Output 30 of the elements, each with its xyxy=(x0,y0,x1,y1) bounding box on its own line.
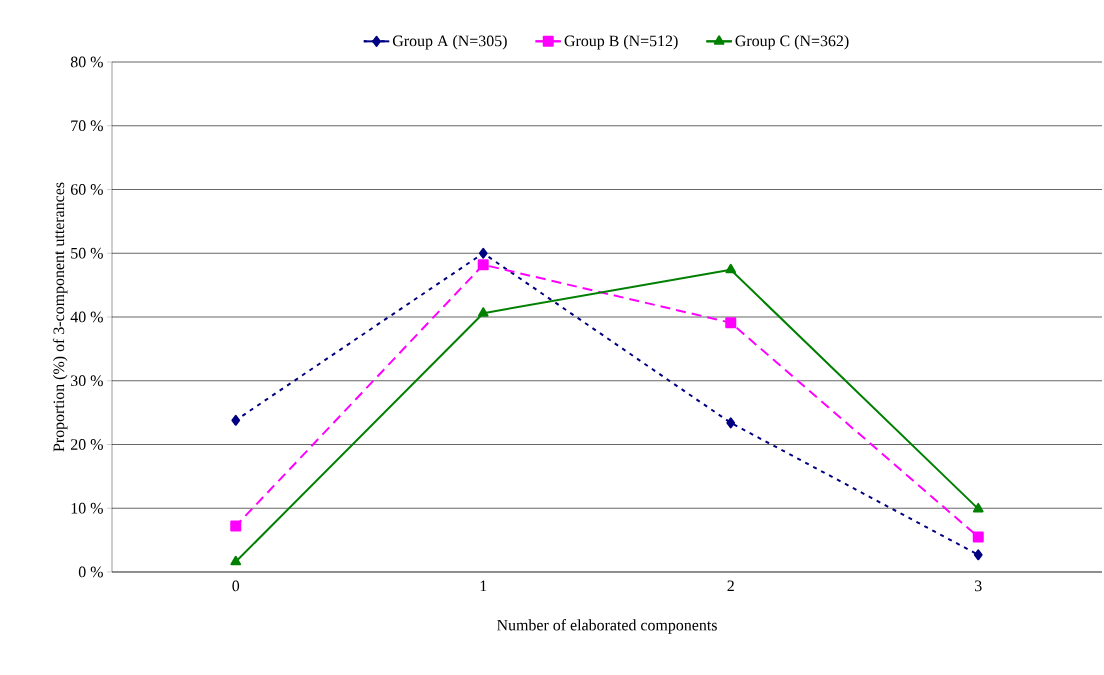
y-tick-label: 60 % xyxy=(70,184,103,195)
point xyxy=(477,307,489,317)
y-tick-label: 30 % xyxy=(71,375,103,387)
point xyxy=(230,555,242,566)
x-axis-title: Number of elaborated components xyxy=(497,619,717,634)
y-axis-title: Proportion (%) of 3-component utterances xyxy=(52,182,68,452)
y-tick-label: 50 % xyxy=(71,247,103,259)
legend-label: Group C (N=362) xyxy=(735,35,849,50)
point xyxy=(231,414,241,426)
x-tick-label: 2 xyxy=(727,580,734,592)
point xyxy=(972,531,984,543)
x-tick-label: 3 xyxy=(975,580,982,592)
point xyxy=(230,520,242,532)
point xyxy=(478,247,488,259)
y-tick-label: 80 % xyxy=(70,56,103,68)
legend-label: Group A (N=305) xyxy=(392,35,507,50)
x-tick-label: 1 xyxy=(480,580,487,592)
x-tick-label: 0 xyxy=(232,580,240,592)
legend-label: Group B (N=512) xyxy=(564,35,678,50)
point xyxy=(972,502,984,513)
y-tick-label: 10 % xyxy=(71,502,103,514)
point xyxy=(725,317,737,329)
y-tick-label: 20 % xyxy=(70,439,103,450)
point xyxy=(973,549,983,561)
point xyxy=(725,263,737,274)
point xyxy=(477,259,489,271)
y-tick-label: 0 % xyxy=(78,566,103,578)
y-tick-label: 70 % xyxy=(71,120,103,132)
y-tick-label: 40 % xyxy=(70,311,103,323)
point xyxy=(726,417,736,429)
